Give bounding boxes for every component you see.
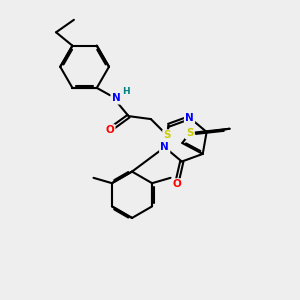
Text: N: N — [160, 142, 169, 152]
Text: S: S — [186, 128, 194, 138]
Text: O: O — [106, 125, 114, 135]
Text: S: S — [164, 130, 171, 140]
Text: N: N — [185, 112, 194, 123]
Text: H: H — [122, 87, 129, 96]
Text: N: N — [112, 93, 121, 103]
Text: O: O — [173, 179, 182, 189]
